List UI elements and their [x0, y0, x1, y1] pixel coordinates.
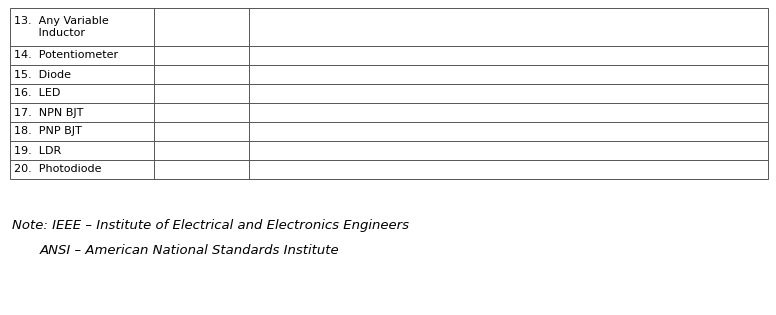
Text: ANSI – American National Standards Institute: ANSI – American National Standards Insti… — [40, 243, 340, 256]
Text: 20.  Photodiode: 20. Photodiode — [14, 164, 102, 175]
Text: 15.  Diode: 15. Diode — [14, 70, 71, 79]
Bar — [10, 8, 768, 179]
Text: 13.  Any Variable
       Inductor: 13. Any Variable Inductor — [14, 16, 109, 38]
Text: 18.  PNP BJT: 18. PNP BJT — [14, 127, 81, 136]
Text: 17.  NPN BJT: 17. NPN BJT — [14, 107, 83, 117]
Text: 16.  LED: 16. LED — [14, 89, 61, 99]
Text: 19.  LDR: 19. LDR — [14, 146, 61, 156]
Text: 14.  Potentiometer: 14. Potentiometer — [14, 50, 118, 60]
Text: Note: IEEE – Institute of Electrical and Electronics Engineers: Note: IEEE – Institute of Electrical and… — [12, 219, 409, 232]
